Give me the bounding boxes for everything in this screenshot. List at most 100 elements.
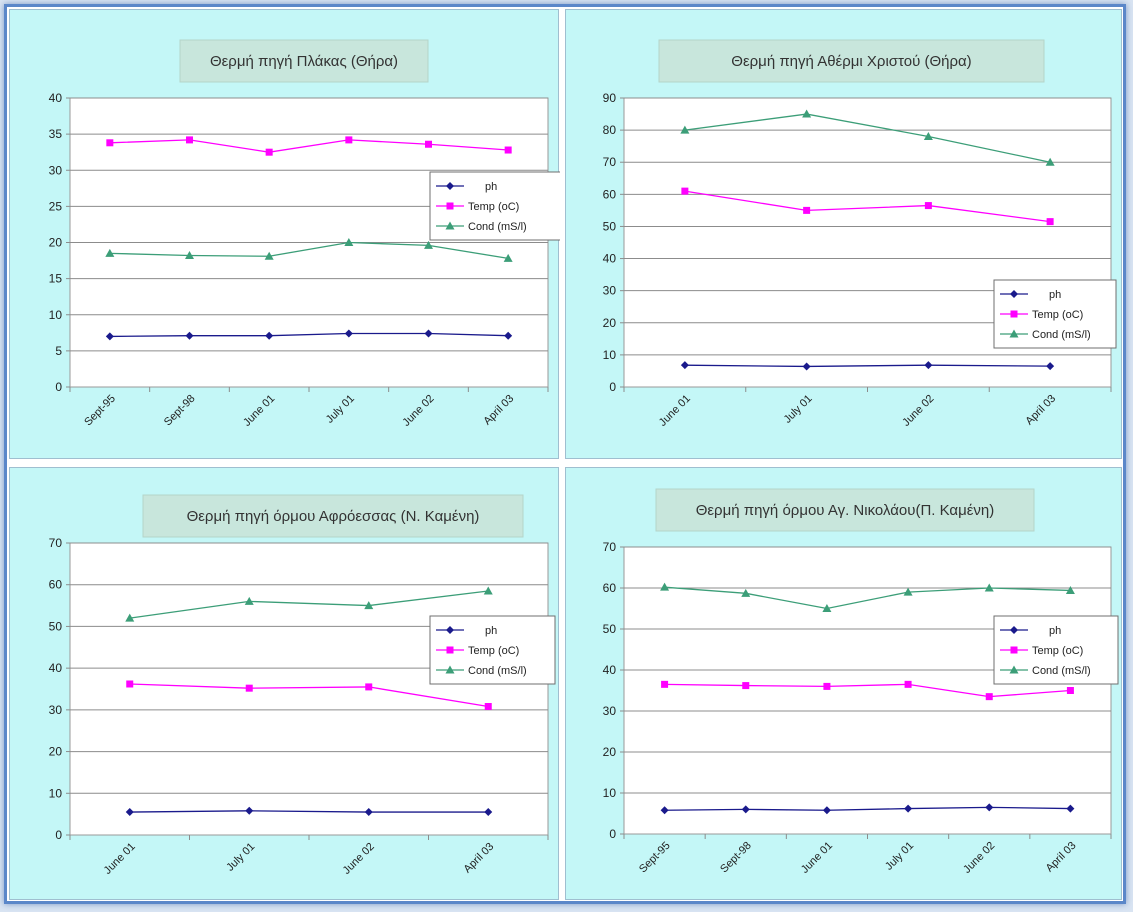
y-tick-label: 10 xyxy=(603,348,617,362)
x-tick-label: April 03 xyxy=(1044,840,1079,875)
data-point xyxy=(125,613,135,622)
y-tick-label: 15 xyxy=(49,272,63,286)
x-tick-label: Sept-95 xyxy=(637,840,673,876)
data-point xyxy=(1066,687,1074,694)
x-tick-label: July 01 xyxy=(883,840,916,873)
series-2 xyxy=(105,238,513,262)
data-point xyxy=(661,680,669,688)
data-point xyxy=(660,806,669,815)
legend-marker xyxy=(446,202,454,210)
x-tick-label: June 02 xyxy=(961,840,997,876)
y-tick-label: 50 xyxy=(49,619,63,633)
plot-area xyxy=(623,546,1112,835)
y-tick-label: 5 xyxy=(55,344,62,358)
x-tick-label: June 01 xyxy=(241,393,277,429)
data-point xyxy=(822,806,831,815)
legend-marker xyxy=(445,221,455,230)
x-tick-label: June 02 xyxy=(900,393,936,429)
data-point xyxy=(985,693,993,701)
data-point xyxy=(924,361,933,370)
data-point xyxy=(741,588,751,597)
data-point xyxy=(503,253,513,262)
data-point xyxy=(904,680,912,688)
data-point xyxy=(484,703,492,711)
x-tick-label: July 01 xyxy=(224,841,257,874)
chart-athermi: Θερμή πηγή Αθέρμι Χριστού (Θήρα) 0 10 20 30 4… xyxy=(603,39,1117,429)
legend-marker xyxy=(1010,626,1018,634)
y-tick-label: 70 xyxy=(603,540,617,554)
data-point xyxy=(185,251,194,260)
data-point xyxy=(424,329,433,338)
y-tick-label: 10 xyxy=(49,786,63,800)
y-tick-label: 20 xyxy=(49,745,63,759)
x-tick-label: Sept-95 xyxy=(82,393,118,429)
series-line xyxy=(684,113,1051,163)
data-point xyxy=(126,680,134,688)
y-tick-label: 0 xyxy=(55,380,62,394)
legend-label: Temp (oC) xyxy=(468,645,519,657)
data-point xyxy=(185,331,194,340)
data-point xyxy=(660,582,670,591)
chart-afroessa: Θερμή πηγή όρμου Αφρόεσσας (Ν. Καμένη) 0 1… xyxy=(49,494,556,877)
y-tick-label: 50 xyxy=(603,219,617,233)
plot-area xyxy=(69,542,549,836)
series-0 xyxy=(105,329,513,341)
data-point xyxy=(1066,804,1075,813)
data-point xyxy=(822,604,832,612)
legend-marker xyxy=(446,182,454,190)
data-point xyxy=(344,329,353,338)
y-tick-label: 30 xyxy=(603,704,617,718)
chart-plakas: Θερμή πηγή Πλάκας (Θήρα) 0 5 10 15 20 25 30 35 40… xyxy=(49,39,560,429)
x-tick-label: June 02 xyxy=(341,841,377,877)
chart-title: Θερμή πηγή Πλάκας (Θήρα) xyxy=(210,53,398,70)
series-line xyxy=(109,139,509,153)
chart-grid-frame: Θερμή πηγή Πλάκας (Θήρα) 0 5 10 15 20 25 30 35 40… xyxy=(4,4,1126,904)
chart-title-box xyxy=(142,494,524,538)
series-line xyxy=(129,810,489,813)
data-point xyxy=(245,684,253,692)
y-tick-label: 40 xyxy=(49,661,63,675)
x-tick-label: June 01 xyxy=(657,393,693,429)
y-tick-label: 10 xyxy=(49,308,63,322)
series-0 xyxy=(660,803,1075,815)
y-tick-label: 60 xyxy=(49,578,63,592)
chart-title-box xyxy=(655,488,1035,532)
data-point xyxy=(985,803,994,812)
legend-marker xyxy=(446,646,454,654)
x-tick-label: June 01 xyxy=(799,840,835,876)
series-line xyxy=(684,364,1051,368)
data-point xyxy=(365,683,373,691)
series-line xyxy=(684,190,1051,223)
data-point xyxy=(483,586,493,595)
data-point xyxy=(741,805,750,814)
data-point xyxy=(364,601,374,610)
data-point xyxy=(904,804,913,813)
legend-label: Cond (mS/l) xyxy=(468,665,527,677)
legend-label: Temp (oC) xyxy=(468,201,519,213)
x-tick-label: Sept-98 xyxy=(162,393,198,429)
data-point xyxy=(1046,218,1054,226)
chart-panel-plakas: Θερμή πηγή Πλάκας (Θήρα) 0 5 10 15 20 25 30 35 40… xyxy=(9,9,560,459)
data-point xyxy=(504,331,513,340)
data-point xyxy=(903,587,913,596)
data-point xyxy=(186,136,193,144)
data-point xyxy=(681,187,689,195)
data-point xyxy=(923,132,933,141)
y-tick-label: 80 xyxy=(603,123,617,137)
series-1 xyxy=(661,680,1074,701)
legend-label: Temp (oC) xyxy=(1032,645,1083,657)
data-point xyxy=(802,362,811,371)
legend-label: ph xyxy=(485,625,497,637)
x-tick-label: April 03 xyxy=(1023,393,1058,428)
y-tick-label: 20 xyxy=(603,745,617,759)
data-point xyxy=(924,202,932,210)
chart-title: Θερμή πηγή Αθέρμι Χριστού (Θήρα) xyxy=(731,53,971,70)
data-point xyxy=(364,808,373,817)
series-2 xyxy=(660,582,1075,612)
x-tick-label: July 01 xyxy=(324,393,357,426)
legend-label: ph xyxy=(1049,625,1061,637)
series-line xyxy=(664,683,1071,698)
legend-label: Cond (mS/l) xyxy=(1032,329,1091,341)
chart-panel-athermi: Θερμή πηγή Αθέρμι Χριστού (Θήρα) 0 10 20 30 4… xyxy=(565,9,1122,459)
y-tick-label: 70 xyxy=(603,155,617,169)
